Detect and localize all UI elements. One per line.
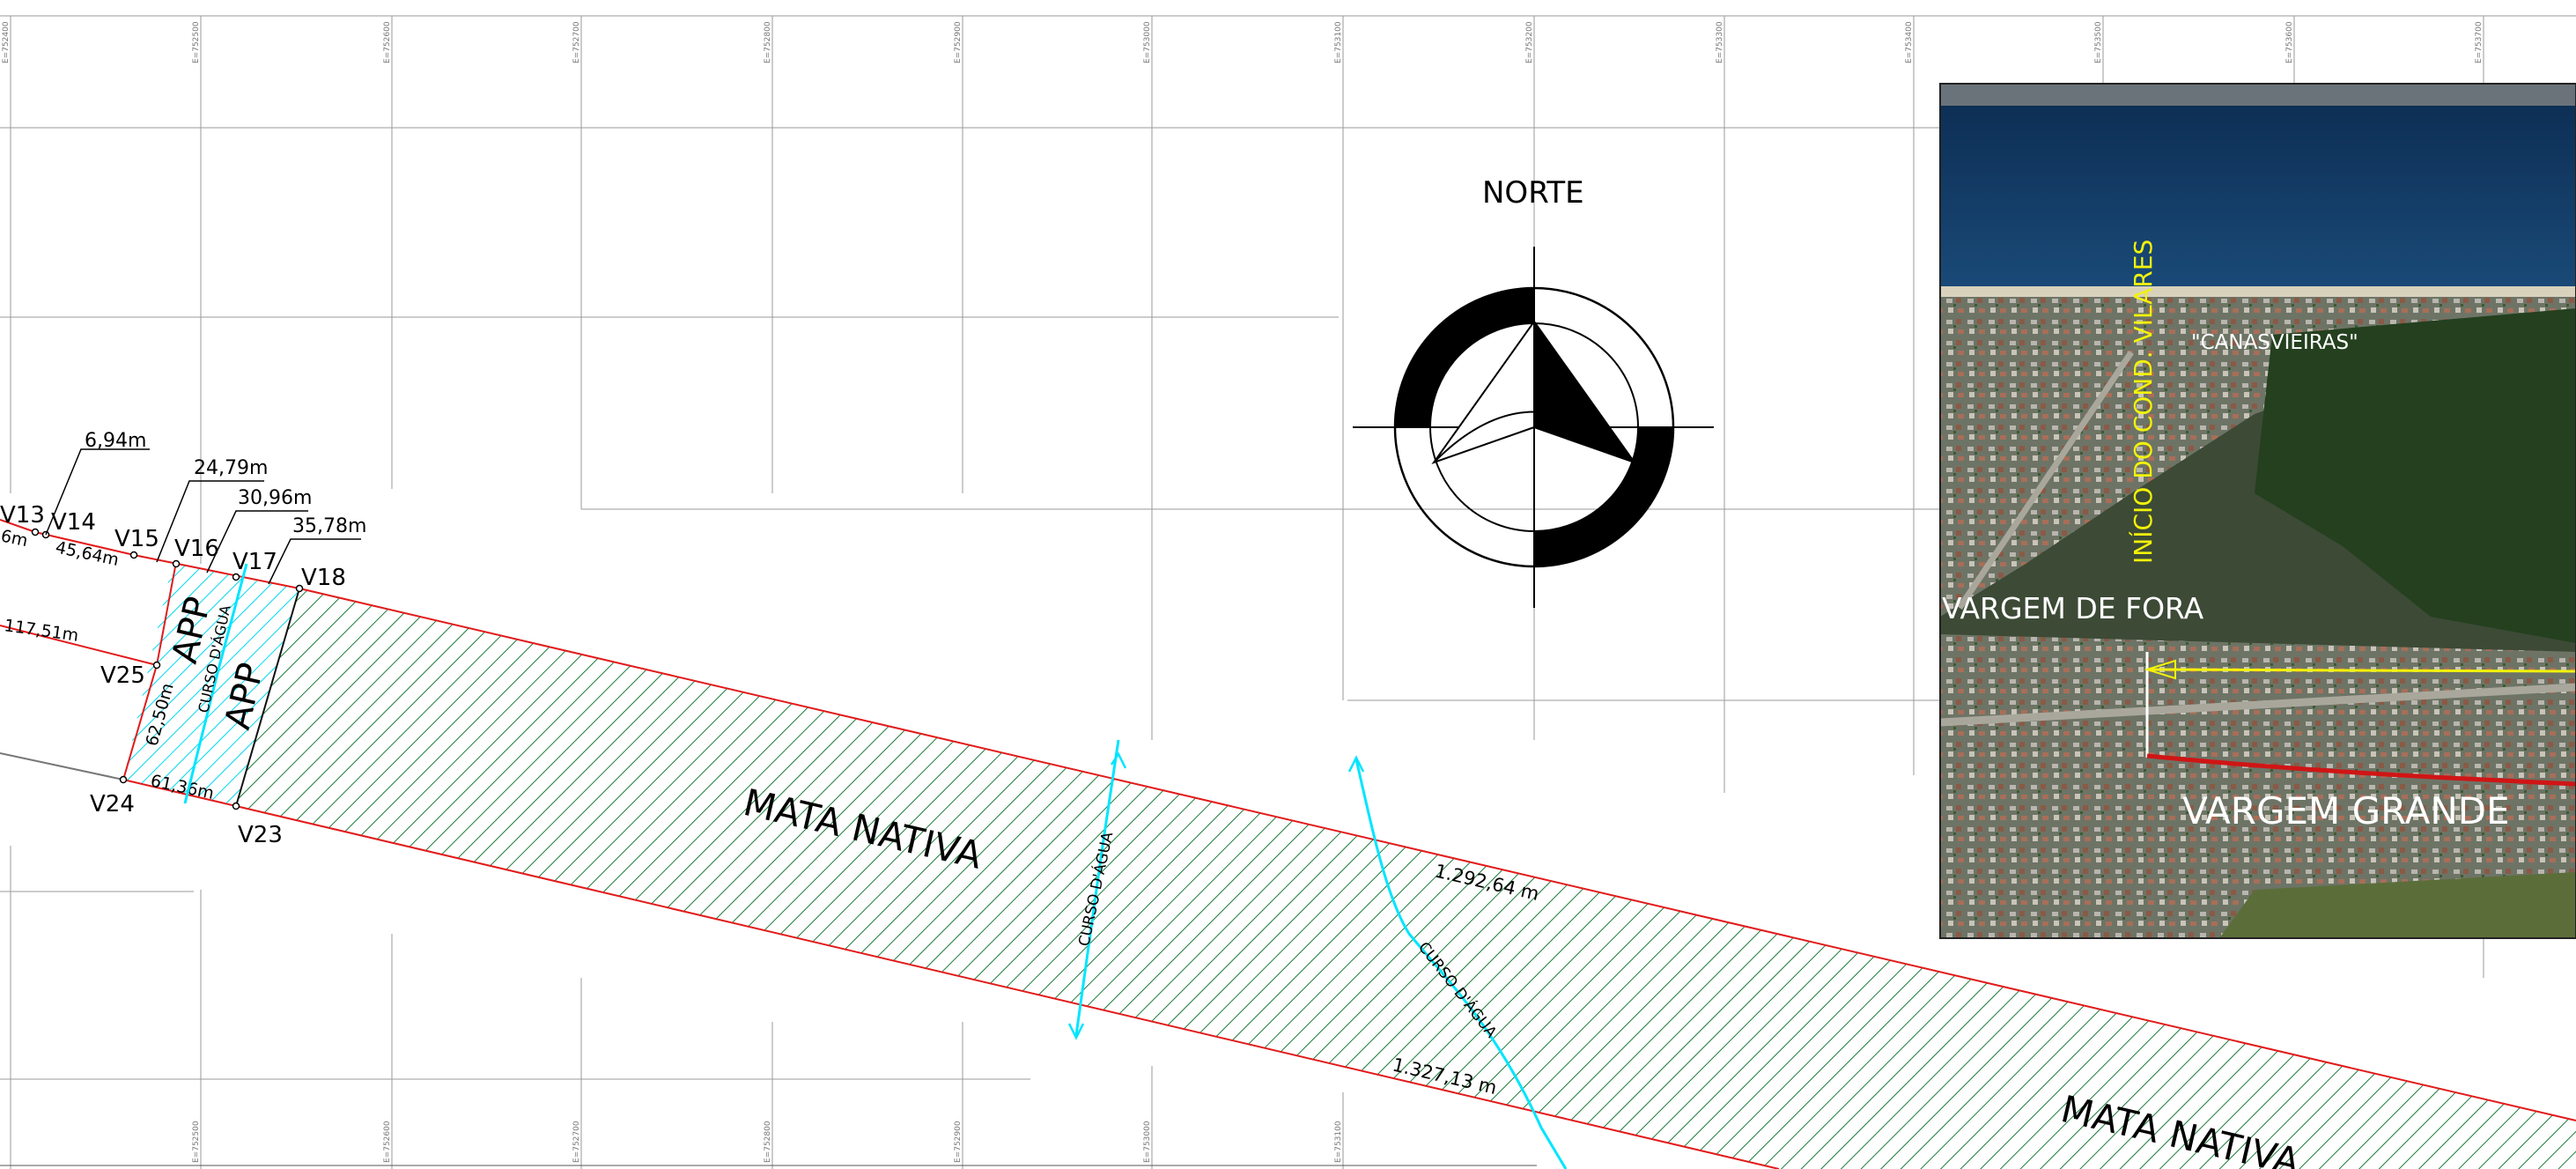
stream-line-east <box>1354 758 1568 1169</box>
grid-coord-label: E=752900 <box>954 21 963 63</box>
place-label-vargem-grande: VARGEM GRANDE <box>2182 789 2510 832</box>
boundary-v24-v25 <box>122 664 158 781</box>
vertex-point-v17 <box>232 573 240 581</box>
stream-line-middle <box>1074 739 1120 1036</box>
grid-coord-label: E=752600 <box>383 1121 392 1163</box>
vertex-label-v18: V18 <box>301 565 346 591</box>
urban-area <box>1940 297 2576 617</box>
vertex-point-v16 <box>172 559 181 568</box>
dimension-label: 45,64m <box>54 537 121 570</box>
vertex-point-v23 <box>232 802 240 810</box>
road <box>1940 683 2576 727</box>
streams <box>183 563 1568 1169</box>
grid-coord-label: E=752900 <box>954 1121 963 1163</box>
parcel-strip <box>0 448 2576 1169</box>
grid-coord-label: E=753600 <box>2285 21 2294 63</box>
vertex-point-v18 <box>295 584 304 593</box>
native-forest-area <box>236 588 2576 1169</box>
grid-coord-label: E=753300 <box>1716 21 1724 63</box>
grid-coord-label: E=753100 <box>1334 1121 1343 1163</box>
grid-coord-label: E=753000 <box>1143 1121 1152 1163</box>
route-line-yellow <box>2146 668 2576 673</box>
route-line-red <box>2146 753 2576 787</box>
road <box>1957 351 2134 610</box>
neighbor-line <box>0 752 124 781</box>
vertex-point-v13 <box>31 528 40 536</box>
beach-strip <box>1940 286 2576 297</box>
stream-arrows <box>1067 751 1365 1040</box>
place-label-vargem-de-fora: VARGEM DE FORA <box>1942 591 2204 625</box>
place-label-inicio: INÍCIO DO COND. VILARES <box>2128 240 2158 564</box>
vertex-label-v14: V14 <box>51 509 96 536</box>
stream-line-app <box>183 563 248 804</box>
grid-coord-label: E=752700 <box>572 1121 581 1163</box>
dimension-label: 35,78m <box>292 515 366 537</box>
grid-coord-label: E=753100 <box>1334 21 1343 63</box>
grid-coord-label: E=753500 <box>2094 21 2103 63</box>
dimension-label: 6,94m <box>85 430 146 452</box>
vertex-point-v25 <box>152 661 161 670</box>
vertex-label-v25: V25 <box>100 662 145 689</box>
dimension-label: 30,96m <box>238 487 312 509</box>
vertex-labels: V13 V14 V15 V16 V17 V18 V25 V24 V23 <box>0 502 346 848</box>
grid-coord-label: E=753400 <box>1905 21 1914 63</box>
vertex-label-v13: V13 <box>0 502 45 529</box>
vertex-label-v16: V16 <box>174 536 219 562</box>
place-label-canasvieiras: "CANASVIEIRAS" <box>2191 331 2358 354</box>
dimension-label: 6m <box>0 526 29 551</box>
grid-coord-label: E=753200 <box>1525 21 1534 63</box>
boundary-v25-v16 <box>156 561 177 666</box>
sea-area <box>1940 106 2576 291</box>
vertex-label-v17: V17 <box>233 549 277 575</box>
vertex-point-v15 <box>129 551 138 559</box>
app-area <box>123 562 299 806</box>
dimension-label: 24,79m <box>194 457 268 479</box>
grid-coord-label: E=753700 <box>2475 21 2484 63</box>
grid-coord-label: E=752800 <box>764 1121 772 1163</box>
north-arrow: NORTE <box>1353 175 1714 608</box>
grid-coord-label: E=753000 <box>1143 21 1152 63</box>
coordinate-grid <box>0 15 2576 1169</box>
boundary-line-west <box>0 625 158 666</box>
satellite-inset: "CANASVIEIRAS" INÍCIO DO COND. VILARES V… <box>1939 83 2576 939</box>
grid-coord-label: E=752800 <box>764 21 772 63</box>
vertex-label-v15: V15 <box>114 526 159 552</box>
dimension-label: 117,51m <box>3 616 79 646</box>
grid-coord-label: E=752500 <box>192 21 201 63</box>
boundary-v18-v23 <box>235 588 300 807</box>
grid-coordinate-labels: E=752400 E=752500 E=752600 E=752700 E=75… <box>2 21 2484 1163</box>
dimension-leaders <box>45 448 361 585</box>
grid-coord-label: E=752400 <box>2 21 11 63</box>
vertex-point-v24 <box>119 775 128 784</box>
forest-area <box>2255 308 2576 643</box>
vertex-label-v24: V24 <box>90 791 135 818</box>
grid-coord-label: E=752700 <box>572 21 581 63</box>
grid-coord-label: E=752500 <box>192 1121 201 1163</box>
north-label: NORTE <box>1482 175 1584 211</box>
grid-coord-label: E=752600 <box>383 21 392 63</box>
vertex-label-v23: V23 <box>238 822 283 848</box>
